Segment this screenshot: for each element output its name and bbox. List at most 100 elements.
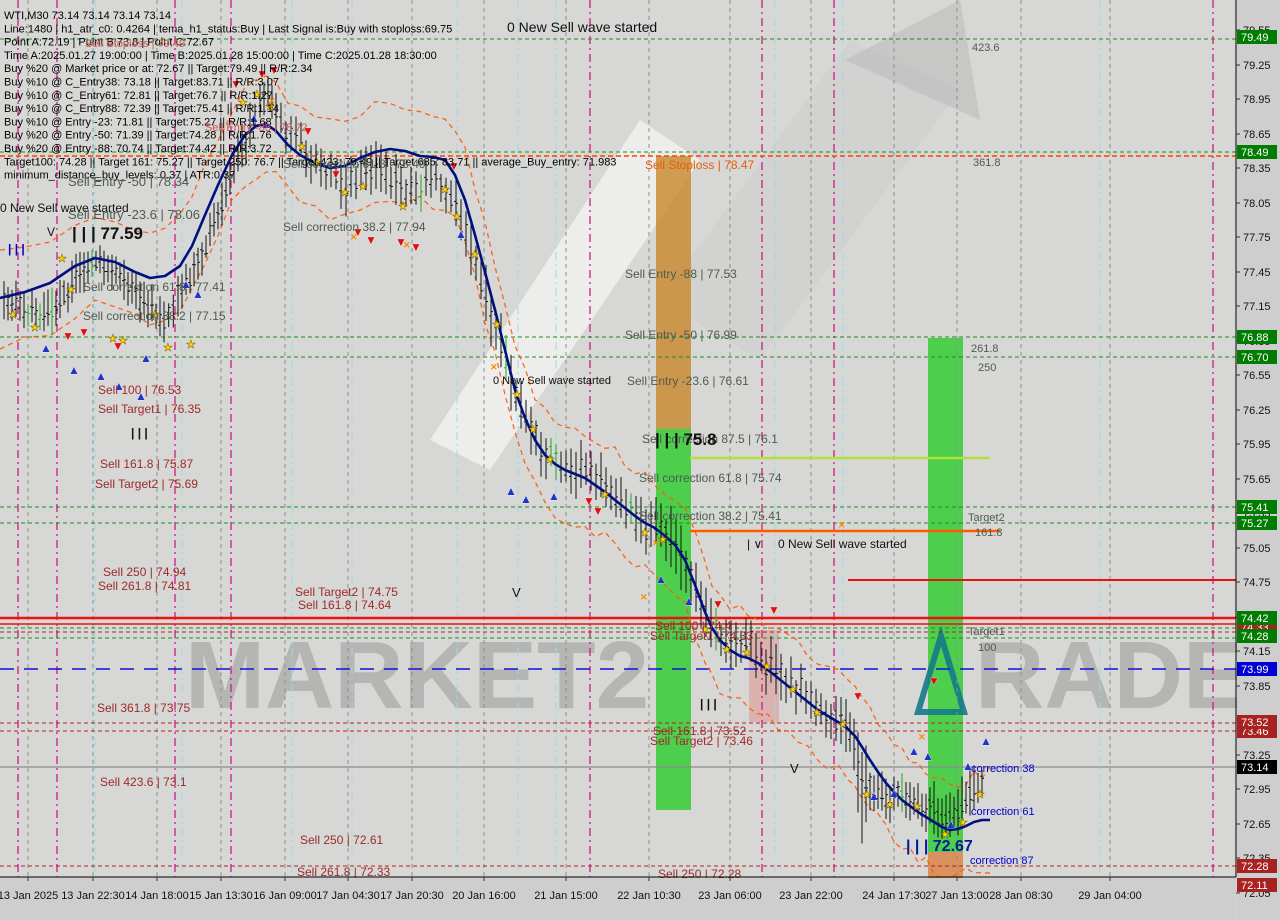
star-signal-icon: ★	[340, 187, 350, 199]
info-line: Buy %10 @ C_Entry61: 72.81 || Target:76.…	[4, 90, 273, 102]
time-tick-label: 20 Jan 16:00	[452, 890, 516, 902]
chart-label: | | | 77.59	[72, 224, 143, 243]
watermark-shape	[845, 0, 980, 120]
star-signal-icon: ★	[940, 829, 950, 841]
buy-arrow-icon: ▲	[113, 379, 125, 393]
time-tick-label: 13 Jan 22:30	[61, 890, 125, 902]
watermark-shape	[660, 40, 960, 360]
star-signal-icon: ★	[186, 339, 196, 351]
time-axis[interactable]	[0, 878, 1236, 920]
price-tick-label: 73.25	[1243, 750, 1271, 762]
price-tick-label: 77.15	[1243, 301, 1271, 313]
price-tick-label: 76.25	[1243, 405, 1271, 417]
time-tick-label: 15 Jan 13:30	[189, 890, 253, 902]
star-signal-icon: ★	[470, 249, 480, 261]
star-signal-icon: ★	[838, 719, 848, 731]
sell-arrow-icon: ▼	[352, 225, 364, 239]
buy-arrow-icon: ▲	[95, 369, 107, 383]
buy-arrow-icon: ▲	[655, 572, 667, 586]
time-tick-label: 21 Jan 15:00	[534, 890, 598, 902]
chart-label: Target1	[968, 626, 1005, 638]
star-signal-icon: ★	[862, 789, 872, 801]
buy-arrow-icon: ▲	[248, 111, 260, 125]
star-signal-icon: ★	[30, 322, 40, 334]
star-signal-icon: ★	[812, 707, 822, 719]
star-signal-icon: ★	[452, 211, 462, 223]
price-badge-label: 75.27	[1241, 518, 1269, 530]
chart-label: Sell 161.8 | 74.64	[298, 598, 392, 612]
signal-band	[928, 338, 963, 852]
info-line: Line:1480 | h1_atr_c0: 0.4264 | tema_h1_…	[4, 23, 452, 35]
chart-label: Sell 261.8 | 74.81	[98, 579, 192, 593]
chart-label: 100	[978, 642, 996, 654]
star-signal-icon: ★	[512, 389, 522, 401]
sell-arrow-icon: ▼	[852, 689, 864, 703]
price-badge-label: 73.14	[1241, 762, 1269, 774]
star-signal-icon: ★	[252, 89, 262, 101]
star-signal-icon: ★	[118, 335, 128, 347]
buy-arrow-icon: ▲	[260, 117, 272, 131]
buy-arrow-icon: ▲	[945, 817, 957, 831]
exit-cross-icon: ✕	[652, 538, 660, 548]
info-line: Buy %10 @ Entry -23: 71.81 || Target:75.…	[4, 116, 272, 128]
chart-label: Sell 161.8 | 73.52	[653, 724, 747, 738]
chart-label: V	[47, 225, 55, 239]
chart-label: Sell correction 38.2 | 75.41	[639, 509, 782, 523]
price-badge-label: 74.28	[1241, 631, 1269, 643]
price-badge-label: 79.49	[1241, 32, 1269, 44]
sell-arrow-icon: ▼	[448, 159, 460, 173]
buy-arrow-icon: ▲	[455, 227, 467, 241]
star-signal-icon: ★	[57, 253, 67, 265]
buy-arrow-icon: ▲	[922, 749, 934, 763]
star-signal-icon: ★	[492, 319, 502, 331]
watermark-text: MARKET2	[185, 622, 649, 729]
chart-label: Sell correction 61.8 | 78.49	[283, 157, 426, 171]
price-badge-label: 76.88	[1241, 332, 1269, 344]
sell-arrow-icon: ▼	[592, 504, 604, 518]
chart-label: Sell Target2 | 74.75	[295, 585, 398, 599]
time-tick-label: 24 Jan 17:30	[862, 890, 926, 902]
info-line: Buy %10 @ C_Entry38: 73.18 || Target:83.…	[4, 77, 279, 89]
price-badge	[1237, 878, 1277, 892]
chart-label: | | |	[700, 697, 717, 711]
star-signal-icon: ★	[163, 342, 173, 354]
chart-label: correction 38	[971, 763, 1035, 775]
sell-arrow-icon: ▼	[395, 235, 407, 249]
star-signal-icon: ★	[912, 801, 922, 813]
star-signal-icon: ★	[358, 181, 368, 193]
time-tick-label: 23 Jan 22:00	[779, 890, 843, 902]
price-badge	[1237, 629, 1277, 643]
envelope-lower-line	[0, 170, 991, 880]
chart-label: Sell 250 | 74.94	[103, 565, 187, 579]
exit-cross-icon: ✕	[268, 96, 276, 106]
sell-arrow-icon: ▼	[302, 124, 314, 138]
time-tick-label: 17 Jan 04:30	[316, 890, 380, 902]
buy-arrow-icon: ▲	[980, 734, 992, 748]
exit-cross-icon: ✕	[640, 592, 648, 602]
chart-label: Sell correction 61.8 | 77.41	[83, 280, 226, 294]
chart-label: correction 61	[971, 806, 1035, 818]
buy-arrow-icon: ▲	[868, 789, 880, 803]
star-signal-icon: ★	[885, 799, 895, 811]
star-signal-icon: ★	[958, 817, 968, 829]
time-tick-label: 13 Jan 2025	[0, 890, 58, 902]
star-signal-icon: ★	[528, 424, 538, 436]
price-tick-label: 72.65	[1243, 819, 1271, 831]
price-badge	[1237, 330, 1277, 344]
buy-arrow-icon: ▲	[180, 277, 192, 291]
price-badge-label: 72.11	[1241, 880, 1268, 892]
star-signal-icon: ★	[700, 624, 710, 636]
sell-arrow-icon: ▼	[768, 603, 780, 617]
signal-band	[656, 156, 691, 429]
chart-label: Sell 100 | 74.4	[655, 619, 732, 633]
price-badge	[1237, 715, 1277, 729]
price-badge	[1237, 516, 1277, 530]
info-line: Buy %20 @ Entry -88: 70.74 || Target:74.…	[4, 143, 272, 155]
watermark-text: RADE	[975, 622, 1247, 729]
sell-arrow-icon: ▼	[365, 233, 377, 247]
time-tick-label: 27 Jan 13:00	[925, 890, 989, 902]
chart-label: | | |	[131, 426, 148, 440]
chart-label: Sell Target1 | 76.35	[98, 402, 201, 416]
chart-label: 423.6	[972, 42, 1000, 54]
